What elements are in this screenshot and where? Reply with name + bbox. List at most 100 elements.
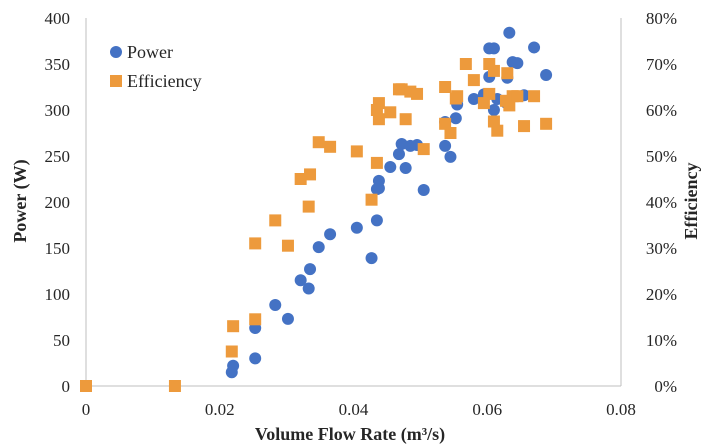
y-tick-label: 150: [45, 239, 71, 258]
power-point: [540, 69, 553, 82]
efficiency-point: [269, 214, 282, 227]
power-point: [399, 161, 412, 174]
power-point: [365, 252, 378, 265]
power-point: [269, 299, 282, 312]
y-tick-label: 0: [62, 377, 71, 396]
y2-tick-label: 20%: [646, 285, 677, 304]
power-point: [487, 104, 500, 116]
power-point: [467, 92, 480, 105]
power-point: [528, 41, 541, 54]
y-tick-label: 50: [53, 331, 70, 350]
legend-efficiency-label: Efficiency: [127, 71, 202, 91]
efficiency-point: [487, 115, 500, 128]
efficiency-point: [503, 99, 516, 112]
efficiency-point: [80, 380, 92, 392]
legend-power-marker: [110, 46, 122, 58]
y-tick-label: 350: [45, 55, 71, 74]
efficiency-point: [370, 156, 383, 169]
efficiency-point: [491, 124, 504, 137]
power-point: [487, 42, 500, 55]
power-point: [281, 312, 294, 325]
y2-tick-label: 30%: [646, 239, 677, 258]
x-tick-label: 0.08: [606, 400, 636, 419]
x-axis-title: Volume Flow Rate (m³/s): [255, 424, 445, 445]
efficiency-point: [444, 127, 457, 139]
y2-tick-label: 70%: [646, 55, 677, 74]
efficiency-point: [399, 113, 412, 126]
y2-tick-label: 10%: [646, 331, 677, 350]
efficiency-point: [477, 97, 490, 110]
efficiency-point: [487, 64, 500, 77]
power-point: [417, 184, 430, 197]
data-marks: [80, 26, 553, 392]
efficiency-point: [249, 313, 262, 326]
power-point: [294, 274, 307, 287]
efficiency-point: [372, 113, 385, 126]
power-point: [449, 112, 462, 125]
power-point: [372, 182, 385, 195]
efficiency-point: [451, 90, 464, 103]
efficiency-point: [417, 143, 430, 156]
legend-efficiency-marker: [110, 75, 122, 87]
tick-labels: 0 0.02 0.04 0.06 0.08 0 50 100 150 200 250 300 350 40…: [45, 9, 678, 419]
x-tick-label: 0.04: [339, 400, 369, 419]
efficiency-point: [518, 120, 531, 133]
power-point: [384, 161, 397, 174]
efficiency-point: [350, 145, 363, 158]
power-point: [350, 221, 363, 234]
power-point: [324, 228, 337, 241]
power-point: [503, 26, 516, 39]
power-point: [227, 359, 240, 372]
y2-tick-label: 80%: [646, 9, 677, 28]
efficiency-point: [168, 380, 181, 392]
efficiency-point: [249, 237, 262, 250]
y-tick-label: 100: [45, 285, 71, 304]
x-tick-label: 0: [82, 400, 91, 419]
legend: Power Efficiency: [110, 42, 202, 91]
efficiency-point: [304, 168, 317, 181]
efficiency-point: [281, 239, 294, 252]
efficiency-point: [483, 87, 496, 100]
y2-tick-label: 40%: [646, 193, 677, 212]
efficiency-point: [372, 97, 385, 110]
efficiency-point: [439, 117, 452, 130]
power-point: [392, 148, 405, 161]
y2-tick-label: 50%: [646, 147, 677, 166]
efficiency-point: [528, 90, 541, 103]
efficiency-point: [324, 140, 337, 153]
y-tick-label: 200: [45, 193, 71, 212]
y-tick-label: 250: [45, 147, 71, 166]
efficiency-point: [384, 106, 397, 119]
y2-tick-label: 0%: [654, 377, 677, 396]
efficiency-point: [540, 117, 553, 130]
power-point: [312, 241, 325, 254]
efficiency-point: [439, 81, 452, 93]
efficiency-point: [227, 320, 240, 333]
efficiency-point: [511, 90, 524, 103]
power-point: [370, 214, 383, 227]
series-efficiency: [80, 58, 553, 392]
power-point: [249, 352, 262, 365]
y-tick-label: 400: [45, 9, 71, 28]
y2-axis-title: Efficiency: [681, 163, 701, 240]
series-power: [225, 26, 553, 379]
x-tick-label: 0.02: [205, 400, 235, 419]
y-axis-title: Power (W): [10, 159, 31, 242]
power-point: [439, 139, 452, 152]
power-point: [304, 263, 317, 276]
efficiency-point: [225, 345, 238, 358]
efficiency-point: [459, 58, 472, 70]
y-tick-label: 300: [45, 101, 71, 120]
efficiency-point: [312, 136, 325, 149]
efficiency-point: [365, 193, 378, 206]
efficiency-point: [501, 67, 514, 80]
efficiency-point: [467, 74, 480, 87]
x-tick-label: 0.06: [472, 400, 502, 419]
power-point: [511, 57, 524, 70]
efficiency-point: [411, 87, 424, 100]
power-point: [302, 282, 315, 295]
efficiency-point: [294, 173, 307, 185]
efficiency-point: [302, 200, 315, 213]
legend-power-label: Power: [127, 42, 173, 62]
